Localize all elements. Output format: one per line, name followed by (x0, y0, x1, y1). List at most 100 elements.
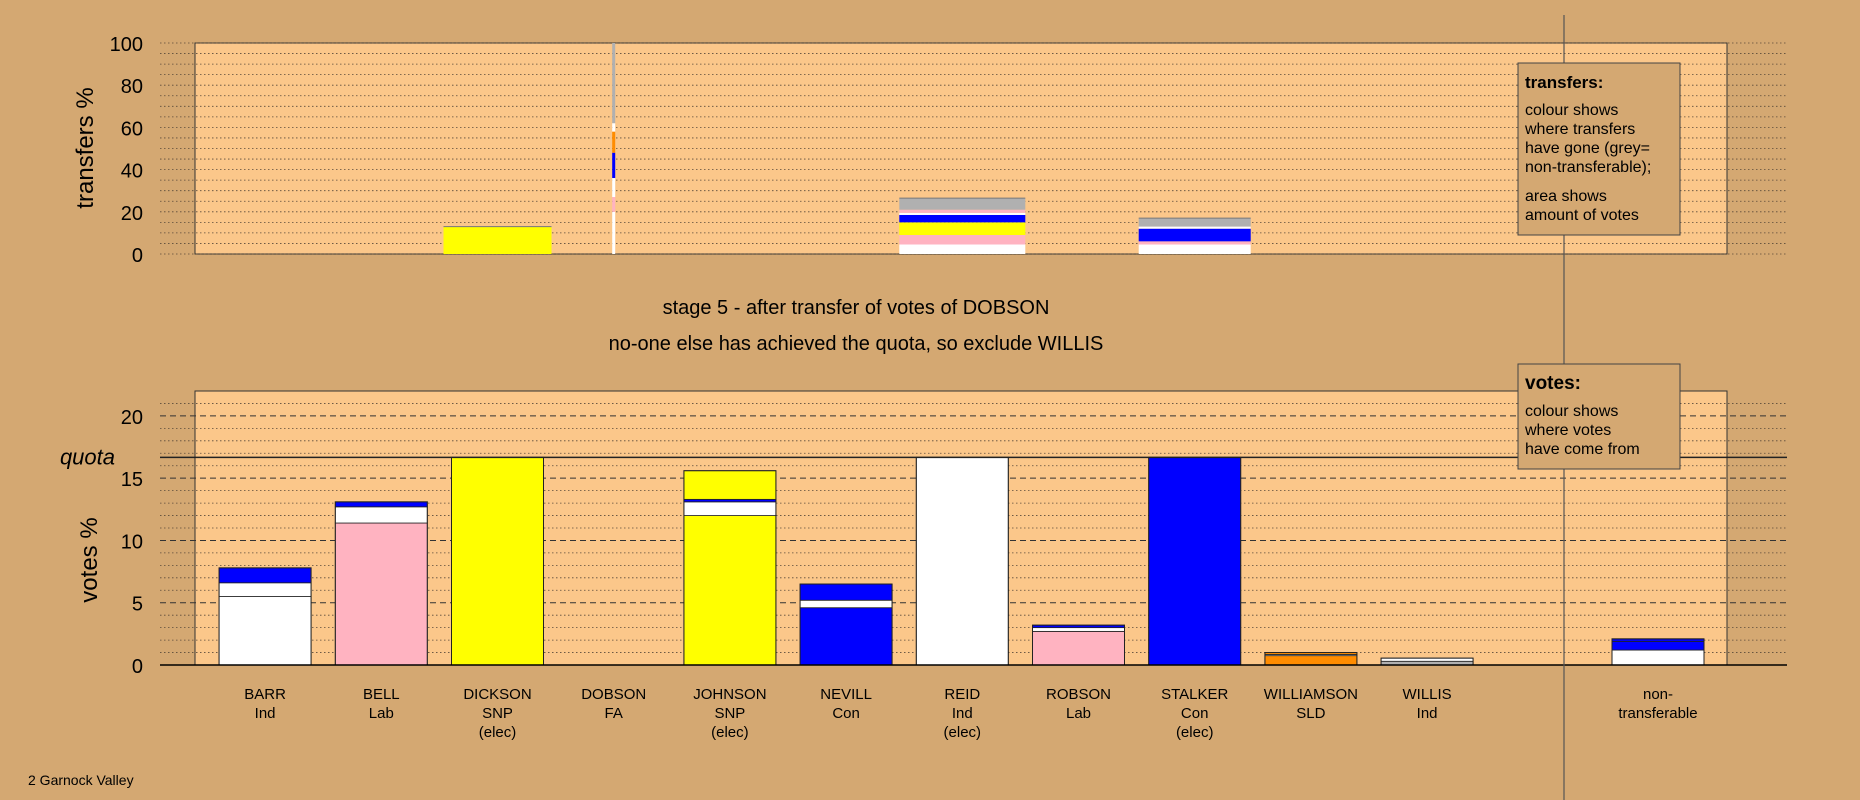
votes-legend-line-2: where votes (1524, 422, 1611, 439)
votes-y-label: votes % (76, 517, 103, 602)
transfer-bar-segment (1138, 228, 1251, 242)
transfers-legend-line-3: have gone (grey= (1525, 140, 1650, 157)
transfers-tick-label: 80 (121, 76, 143, 98)
vote-bar-segment (334, 506, 428, 524)
vote-bar-segment (218, 567, 312, 584)
dobson-transfer-segment (612, 152, 616, 179)
transfer-bar-segment (899, 244, 1026, 254)
vote-bar-segment (799, 599, 893, 609)
transfer-bar-segment (899, 222, 1026, 236)
candidate-label: JOHNSON (693, 686, 766, 703)
vote-bar-segment (915, 456, 1009, 666)
candidate-label: SNP (482, 705, 513, 722)
votes-legend-line-1: colour shows (1525, 403, 1618, 420)
vote-bar-segment (683, 515, 777, 666)
nontransferable-bar-segment (1611, 640, 1705, 651)
vote-bar-segment (683, 501, 777, 516)
transfers-legend-line-6: amount of votes (1525, 207, 1639, 224)
votes-legend-title: votes: (1525, 373, 1581, 394)
votes-tick-label: 5 (132, 594, 143, 616)
stage-subtitle: no-one else has achieved the quota, so e… (609, 333, 1104, 355)
transfer-bar-segment (899, 209, 1026, 213)
candidate-label: NEVILL (820, 686, 872, 703)
transfers-legend-line-2: where transfers (1524, 121, 1635, 138)
dobson-transfer-segment (612, 178, 616, 198)
transfer-bar-segment (899, 212, 1026, 215)
dobson-transfer-segment (612, 43, 616, 124)
transfers-tick-label: 40 (121, 161, 143, 183)
dobson-transfer-segment (612, 131, 616, 153)
candidate-labels: BARR Ind BELL Lab DICKSON SNP (elec) DOBSON FA JO… (244, 686, 1697, 741)
candidate-label: Con (832, 705, 860, 722)
candidate-label: ROBSON (1046, 686, 1111, 703)
dobson-transfer-segment (612, 197, 616, 212)
candidate-label: Ind (255, 705, 276, 722)
transfers-y-axis: 0 20 40 60 80 100 (110, 34, 143, 267)
transfers-legend-title: transfers: (1525, 73, 1603, 92)
transfer-bar-segment (899, 235, 1026, 245)
transfers-bars (443, 197, 1251, 254)
stage-title: stage 5 - after transfer of votes of DOB… (663, 297, 1050, 319)
candidate-label: (elec) (944, 724, 982, 741)
candidate-label: WILLIS (1403, 686, 1452, 703)
candidate-label: DOBSON (581, 686, 646, 703)
transfers-tick-label: 0 (132, 245, 143, 267)
vote-bar-segment (799, 583, 893, 601)
transfer-bar-segment (1138, 218, 1251, 227)
transfers-legend-line-4: non-transferable); (1525, 159, 1651, 176)
transfers-tick-label: 20 (121, 203, 143, 225)
transfers-legend-line-1: colour shows (1525, 102, 1618, 119)
vote-bar-segment (334, 501, 428, 508)
transfer-bar-segment (899, 214, 1026, 223)
quota-label: quota (60, 444, 115, 469)
candidate-label: BELL (363, 686, 400, 703)
nontransferable-label: non- (1643, 686, 1673, 703)
vote-bar-segment (1148, 456, 1242, 666)
votes-y-axis: 0 5 10 15 20 (121, 407, 143, 678)
vote-bar-segment (334, 522, 428, 666)
dobson-transfer-segment (612, 123, 616, 132)
footer-area-label: 2 Garnock Valley (28, 772, 134, 788)
transfer-bar-segment (1138, 244, 1251, 254)
transfer-bar-segment (1138, 226, 1251, 229)
transfer-bar-segment (1138, 241, 1251, 245)
candidate-label: WILLIAMSON (1264, 686, 1358, 703)
candidate-label: Lab (1066, 705, 1091, 722)
dobson-transfer-segment (612, 211, 616, 254)
vote-bar-segment (799, 607, 893, 666)
candidate-label: SNP (714, 705, 745, 722)
candidate-label: SLD (1296, 705, 1325, 722)
candidate-label: (elec) (479, 724, 517, 741)
vote-bar-segment (218, 596, 312, 666)
votes-tick-label: 20 (121, 407, 143, 429)
nontransferable-label: transferable (1618, 705, 1697, 722)
transfers-y-label: transfers % (72, 87, 99, 208)
transfers-legend-line-5: area shows (1525, 188, 1607, 205)
dobson-transfer-line (612, 43, 616, 254)
vote-bar-segment (451, 456, 544, 666)
nontransferable-bar-segment (1611, 649, 1705, 666)
candidate-label: Con (1181, 705, 1209, 722)
candidate-label: (elec) (1176, 724, 1214, 741)
transfers-tick-label: 60 (121, 118, 143, 140)
candidate-label: Ind (952, 705, 973, 722)
votes-bars (218, 456, 1705, 666)
candidate-label: DICKSON (463, 686, 531, 703)
candidate-label: (elec) (711, 724, 749, 741)
transfers-legend: transfers: colour shows where transfers … (1517, 62, 1681, 236)
candidate-label: STALKER (1161, 686, 1228, 703)
vote-bar-segment (1264, 655, 1358, 666)
candidate-label: BARR (244, 686, 286, 703)
candidate-label: REID (944, 686, 980, 703)
candidate-label: Ind (1417, 705, 1438, 722)
votes-tick-label: 15 (121, 469, 143, 491)
votes-legend-line-3: have come from (1525, 441, 1640, 458)
transfer-bar-segment (899, 198, 1026, 210)
vote-bar-segment (218, 582, 312, 597)
candidate-label: Lab (369, 705, 394, 722)
vote-bar-segment (1032, 627, 1125, 632)
vote-bar-segment (683, 470, 777, 500)
votes-tick-label: 0 (132, 656, 143, 678)
votes-tick-label: 10 (121, 531, 143, 553)
